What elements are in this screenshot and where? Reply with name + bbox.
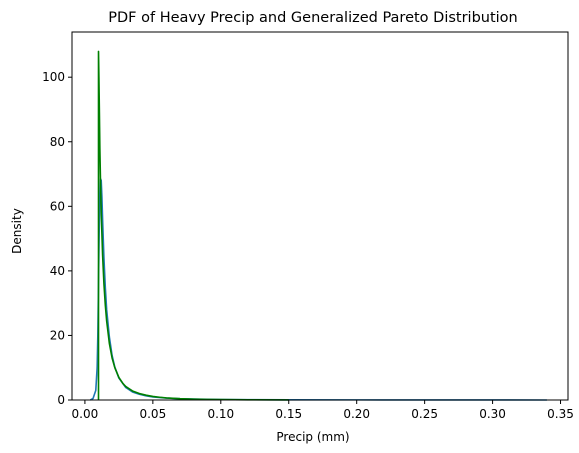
plot-area bbox=[89, 50, 547, 401]
x-axis-label: Precip (mm) bbox=[276, 430, 349, 444]
series-line-2 bbox=[97, 50, 289, 401]
x-tick-label: 0.10 bbox=[207, 407, 234, 421]
y-tick-label: 100 bbox=[42, 70, 65, 84]
y-tick-label: 0 bbox=[57, 393, 65, 407]
x-tick-label: 0.15 bbox=[275, 407, 302, 421]
plot-frame bbox=[71, 31, 569, 401]
x-tick-label: 0.25 bbox=[411, 407, 438, 421]
x-tick-label: 0.35 bbox=[547, 407, 574, 421]
y-tick-label: 60 bbox=[50, 199, 65, 213]
chart-title: PDF of Heavy Precip and Generalized Pare… bbox=[108, 10, 518, 26]
y-tick-label: 80 bbox=[50, 135, 65, 149]
y-tick-label: 40 bbox=[50, 264, 65, 278]
y-axis: 0 20 40 60 80 100 bbox=[42, 70, 72, 407]
x-tick-label: 0.00 bbox=[72, 407, 99, 421]
x-axis: 0.00 0.05 0.10 0.15 0.20 0.25 0.30 0.35 bbox=[72, 400, 574, 421]
x-tick-label: 0.20 bbox=[343, 407, 370, 421]
series-line-1 bbox=[89, 178, 547, 401]
y-tick-label: 20 bbox=[50, 328, 65, 342]
x-tick-label: 0.05 bbox=[139, 407, 166, 421]
y-axis-label: Density bbox=[10, 208, 24, 254]
x-tick-label: 0.30 bbox=[479, 407, 506, 421]
